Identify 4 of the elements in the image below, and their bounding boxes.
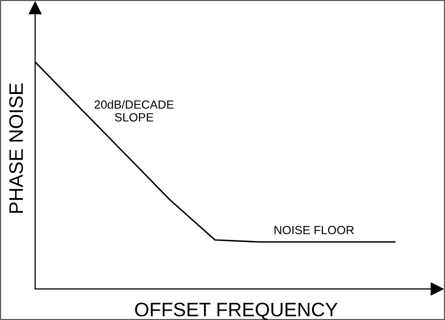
annotation: 20dB/DECADE SLOPE — [94, 100, 174, 122]
x-axis-title: OFFSET FREQUENCY — [135, 302, 338, 320]
annotation: NOISE FLOOR — [274, 226, 354, 234]
y-axis-title: PHASE NOISE — [9, 83, 23, 213]
